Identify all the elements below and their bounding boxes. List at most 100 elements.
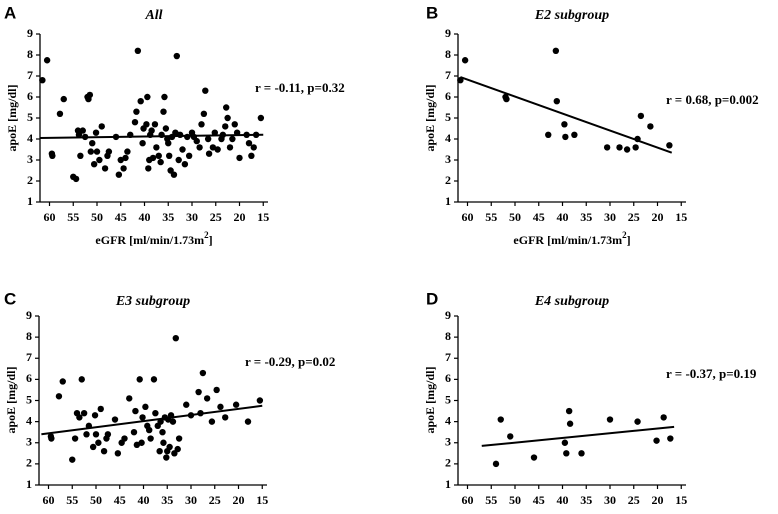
data-point — [213, 386, 220, 394]
data-point — [138, 439, 145, 446]
data-point — [647, 123, 654, 130]
y-tick-label: 5 — [26, 392, 32, 406]
data-point — [174, 445, 181, 453]
data-point — [105, 148, 113, 155]
y-tick-label: 2 — [26, 456, 32, 470]
data-point — [257, 114, 265, 122]
y-axis-label: apoE [mg/dl] — [423, 84, 437, 151]
x-tick-label: 40 — [557, 210, 569, 224]
data-point — [183, 401, 190, 408]
data-point — [133, 108, 140, 115]
data-point — [169, 418, 177, 425]
data-point — [653, 437, 660, 444]
x-tick-label: 45 — [115, 210, 127, 224]
x-tick-label: 20 — [233, 493, 245, 507]
x-tick-label: 50 — [90, 493, 102, 507]
data-point — [157, 158, 164, 166]
y-tick-label: 1 — [445, 477, 451, 491]
data-point — [114, 450, 122, 457]
data-point — [146, 426, 153, 434]
data-point — [176, 131, 184, 138]
data-point — [553, 98, 560, 105]
data-point — [153, 144, 160, 151]
data-point — [148, 127, 155, 134]
correlation-annotation: r = -0.11, p=0.32 — [255, 80, 345, 95]
panel-title: E4 subgroup — [534, 294, 609, 309]
y-tick-label: 2 — [27, 173, 33, 187]
correlation-annotation: r = 0.68, p=0.002 — [666, 92, 759, 107]
data-point — [92, 129, 100, 136]
y-tick-label: 8 — [26, 329, 32, 343]
data-point — [170, 171, 178, 178]
x-tick-label: 25 — [209, 493, 221, 507]
data-point — [552, 47, 560, 54]
data-point — [175, 156, 182, 164]
x-tick-label: 20 — [652, 210, 664, 224]
x-tick-label: 15 — [675, 493, 687, 507]
data-point — [229, 135, 236, 143]
x-tick-label: 30 — [186, 210, 198, 224]
data-point — [165, 140, 172, 147]
data-point — [632, 144, 639, 151]
x-tick-label: 20 — [652, 493, 664, 507]
x-axis-label-superscript: 2 — [622, 230, 627, 240]
data-point — [224, 114, 231, 122]
x-tick-label: 55 — [485, 210, 497, 224]
data-point — [87, 148, 95, 155]
y-axis-label: apoE [mg/dl] — [423, 366, 437, 433]
data-point — [104, 431, 112, 438]
data-point — [172, 334, 179, 342]
data-point — [90, 161, 98, 168]
data-point — [72, 175, 80, 183]
x-tick-label: 15 — [257, 210, 269, 224]
data-point — [39, 77, 46, 84]
x-tick-label: 40 — [139, 210, 151, 224]
data-point — [89, 140, 96, 147]
data-point — [204, 135, 212, 143]
y-axis-label: apoE [mg/dl] — [4, 366, 18, 433]
regression-line — [39, 133, 264, 139]
data-point — [92, 431, 100, 438]
data-point — [175, 435, 183, 442]
x-tick-label: 60 — [43, 493, 55, 507]
data-point — [198, 121, 205, 128]
data-point — [248, 152, 255, 159]
data-point — [151, 121, 159, 128]
x-tick-label: 15 — [675, 210, 687, 224]
correlation-annotation: r = -0.29, p=0.02 — [245, 354, 335, 369]
x-tick-label: 30 — [604, 493, 616, 507]
x-tick-label: 60 — [462, 210, 474, 224]
panel-title: E3 subgroup — [115, 294, 190, 309]
x-tick-label: 35 — [580, 210, 592, 224]
y-tick-label: 3 — [445, 152, 451, 166]
data-point — [250, 144, 257, 151]
y-tick-label: 3 — [27, 152, 33, 166]
y-tick-label: 4 — [26, 413, 32, 427]
data-point — [256, 397, 264, 404]
y-tick-label: 9 — [445, 26, 451, 40]
data-point — [634, 418, 641, 425]
data-point — [59, 378, 66, 385]
data-point — [155, 152, 162, 159]
x-tick-label: 60 — [44, 210, 56, 224]
data-point — [152, 409, 159, 417]
panel-title: All — [144, 8, 162, 23]
data-point — [60, 95, 67, 103]
data-point — [89, 443, 97, 451]
x-tick-label: 25 — [210, 210, 222, 224]
x-tick-label: 50 — [91, 210, 103, 224]
data-point — [162, 125, 170, 132]
data-point — [120, 165, 127, 172]
data-point — [492, 460, 500, 468]
data-point — [211, 129, 218, 136]
y-tick-label: 6 — [26, 371, 32, 385]
data-point — [76, 414, 83, 421]
data-point — [124, 148, 131, 155]
data-point — [71, 435, 79, 442]
data-point — [202, 87, 209, 94]
data-point — [660, 414, 667, 421]
